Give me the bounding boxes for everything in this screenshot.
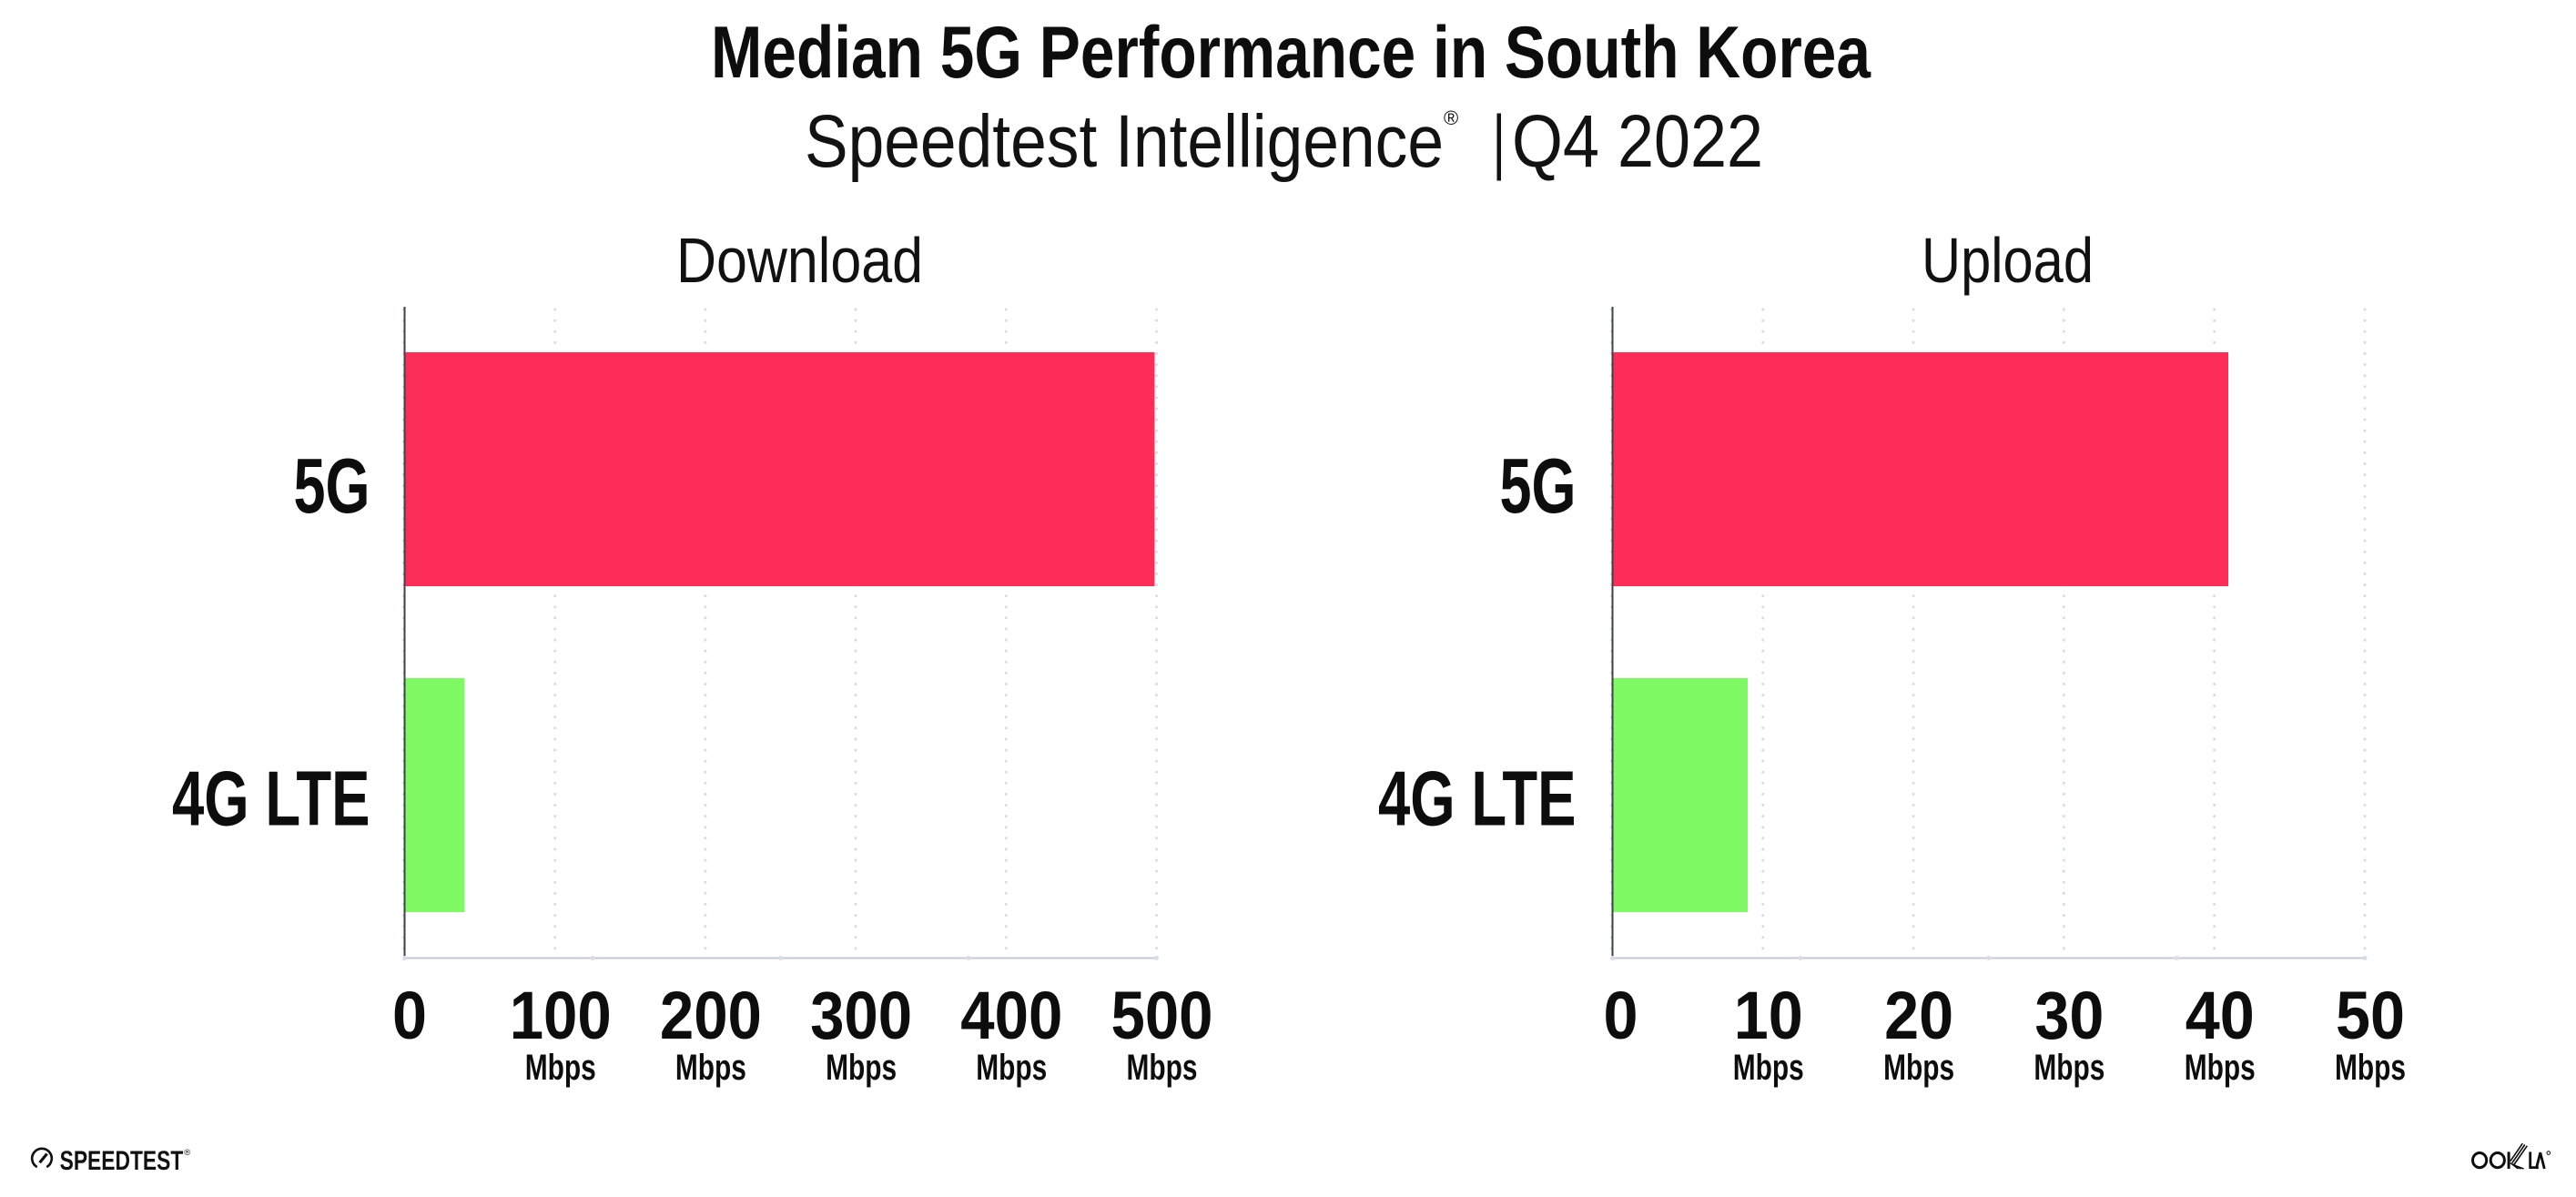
svg-text:Mbps: Mbps bbox=[2335, 1048, 2406, 1088]
svg-text:Download: Download bbox=[676, 225, 923, 296]
svg-text:20: 20 bbox=[1884, 978, 1953, 1053]
svg-text:50: 50 bbox=[2336, 978, 2405, 1053]
svg-text:5G: 5G bbox=[294, 443, 370, 530]
svg-text:Mbps: Mbps bbox=[826, 1048, 897, 1088]
svg-text:Q4 2022: Q4 2022 bbox=[1512, 100, 1763, 183]
svg-text:500: 500 bbox=[1111, 978, 1213, 1053]
svg-text:5G: 5G bbox=[1500, 443, 1577, 530]
svg-text:Mbps: Mbps bbox=[675, 1048, 746, 1088]
svg-text:Mbps: Mbps bbox=[1127, 1048, 1198, 1088]
svg-text:10: 10 bbox=[1734, 978, 1803, 1053]
svg-text:Mbps: Mbps bbox=[1883, 1048, 1954, 1088]
svg-text:40: 40 bbox=[2186, 978, 2255, 1053]
svg-text:Upload: Upload bbox=[1922, 225, 2094, 296]
svg-text:Mbps: Mbps bbox=[2033, 1048, 2104, 1088]
svg-text:SPEEDTEST: SPEEDTEST bbox=[60, 1146, 184, 1176]
svg-text:30: 30 bbox=[2034, 978, 2104, 1053]
svg-text:®: ® bbox=[184, 1148, 190, 1158]
svg-text:0: 0 bbox=[1604, 978, 1638, 1053]
svg-text:Median 5G Performance in South: Median 5G Performance in South Korea bbox=[711, 12, 1871, 94]
svg-text:200: 200 bbox=[660, 978, 762, 1053]
svg-text:Mbps: Mbps bbox=[2185, 1048, 2256, 1088]
svg-text:100: 100 bbox=[510, 978, 612, 1053]
svg-text:Mbps: Mbps bbox=[1733, 1048, 1804, 1088]
svg-text:4G LTE: 4G LTE bbox=[172, 756, 370, 843]
svg-text:0: 0 bbox=[392, 978, 427, 1053]
svg-text:Speedtest Intelligence: Speedtest Intelligence bbox=[805, 100, 1444, 183]
svg-text:Mbps: Mbps bbox=[976, 1048, 1047, 1088]
svg-text:®: ® bbox=[1444, 107, 1458, 129]
svg-text:4G LTE: 4G LTE bbox=[1378, 756, 1577, 843]
svg-text:400: 400 bbox=[960, 978, 1062, 1053]
svg-text:Mbps: Mbps bbox=[525, 1048, 596, 1088]
svg-text:300: 300 bbox=[810, 978, 912, 1053]
